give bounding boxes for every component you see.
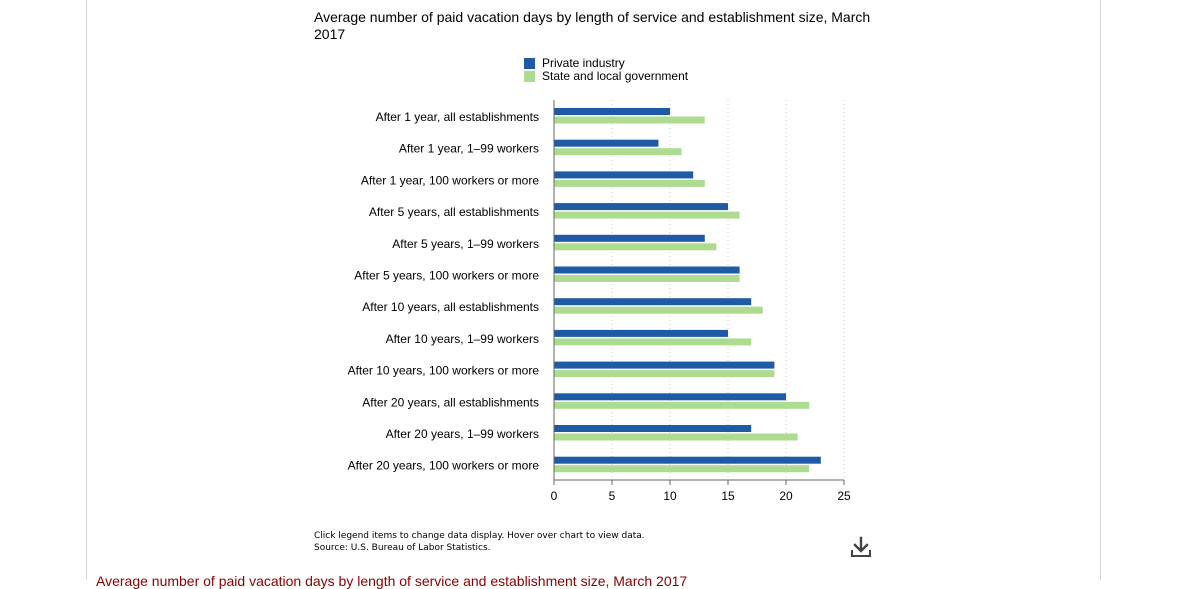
category-label: After 20 years, 1–99 workers (386, 427, 539, 441)
x-tick-label: 15 (721, 489, 735, 503)
legend-item-private-industry[interactable]: Private industry (524, 57, 688, 70)
bar[interactable] (554, 401, 810, 409)
legend-label-private-industry: Private industry (542, 56, 625, 70)
bar[interactable] (554, 108, 670, 115)
bar[interactable] (554, 433, 798, 441)
download-button[interactable] (849, 535, 873, 559)
x-tick-label: 0 (551, 489, 558, 503)
chart-source: Source: U.S. Bureau of Labor Statistics. (314, 543, 491, 553)
legend-label-state-local-government: State and local government (542, 69, 689, 83)
chart-footer: Click legend items to change data displa… (314, 530, 645, 554)
bar[interactable] (554, 370, 775, 378)
download-icon (851, 536, 871, 557)
bar[interactable] (554, 203, 728, 211)
x-tick-label: 20 (779, 489, 793, 503)
category-label: After 5 years, all establishments (369, 205, 539, 219)
bar[interactable] (554, 465, 810, 473)
bar[interactable] (554, 298, 752, 306)
bar[interactable] (554, 329, 728, 337)
bar[interactable] (554, 243, 717, 251)
legend-item-state-local-government[interactable]: State and local government (524, 70, 688, 83)
category-label: After 5 years, 100 workers or more (354, 269, 539, 283)
bar[interactable] (554, 234, 705, 242)
chart-title: Average number of paid vacation days by … (314, 9, 871, 42)
chart-legend: Private industry State and local governm… (524, 57, 688, 83)
bar[interactable] (554, 425, 752, 432)
bar[interactable] (554, 266, 740, 274)
x-tick-label: 5 (609, 489, 616, 503)
bar[interactable] (554, 179, 705, 187)
category-label: After 5 years, 1–99 workers (392, 237, 539, 251)
legend-swatch-private-industry (524, 58, 535, 69)
legend-swatch-state-local-government (524, 71, 535, 82)
page-frame (86, 0, 1101, 580)
bar[interactable] (554, 116, 705, 124)
category-label: After 10 years, 100 workers or more (348, 364, 540, 378)
bar[interactable] (554, 456, 821, 464)
category-label: After 10 years, 1–99 workers (386, 332, 539, 346)
bar[interactable] (554, 361, 775, 369)
x-tick-label: 10 (663, 489, 677, 503)
category-label: After 1 year, 100 workers or more (361, 173, 539, 187)
chart-instructions: Click legend items to change data displa… (314, 531, 645, 541)
category-label: After 20 years, all establishments (362, 395, 539, 409)
bar[interactable] (554, 139, 659, 147)
category-label: After 1 year, 1–99 workers (399, 142, 539, 156)
category-label: After 10 years, all establishments (362, 300, 539, 314)
bar[interactable] (554, 306, 763, 314)
bar[interactable] (554, 148, 682, 156)
bar[interactable] (554, 393, 786, 401)
x-tick-label: 25 (837, 489, 851, 503)
bar[interactable] (554, 338, 752, 346)
bar[interactable] (554, 275, 740, 282)
section-heading: Average number of paid vacation days by … (96, 573, 688, 589)
bar[interactable] (554, 171, 694, 179)
bar[interactable] (554, 211, 740, 219)
category-label: After 1 year, all establishments (376, 110, 539, 124)
category-label: After 20 years, 100 workers or more (348, 459, 540, 473)
